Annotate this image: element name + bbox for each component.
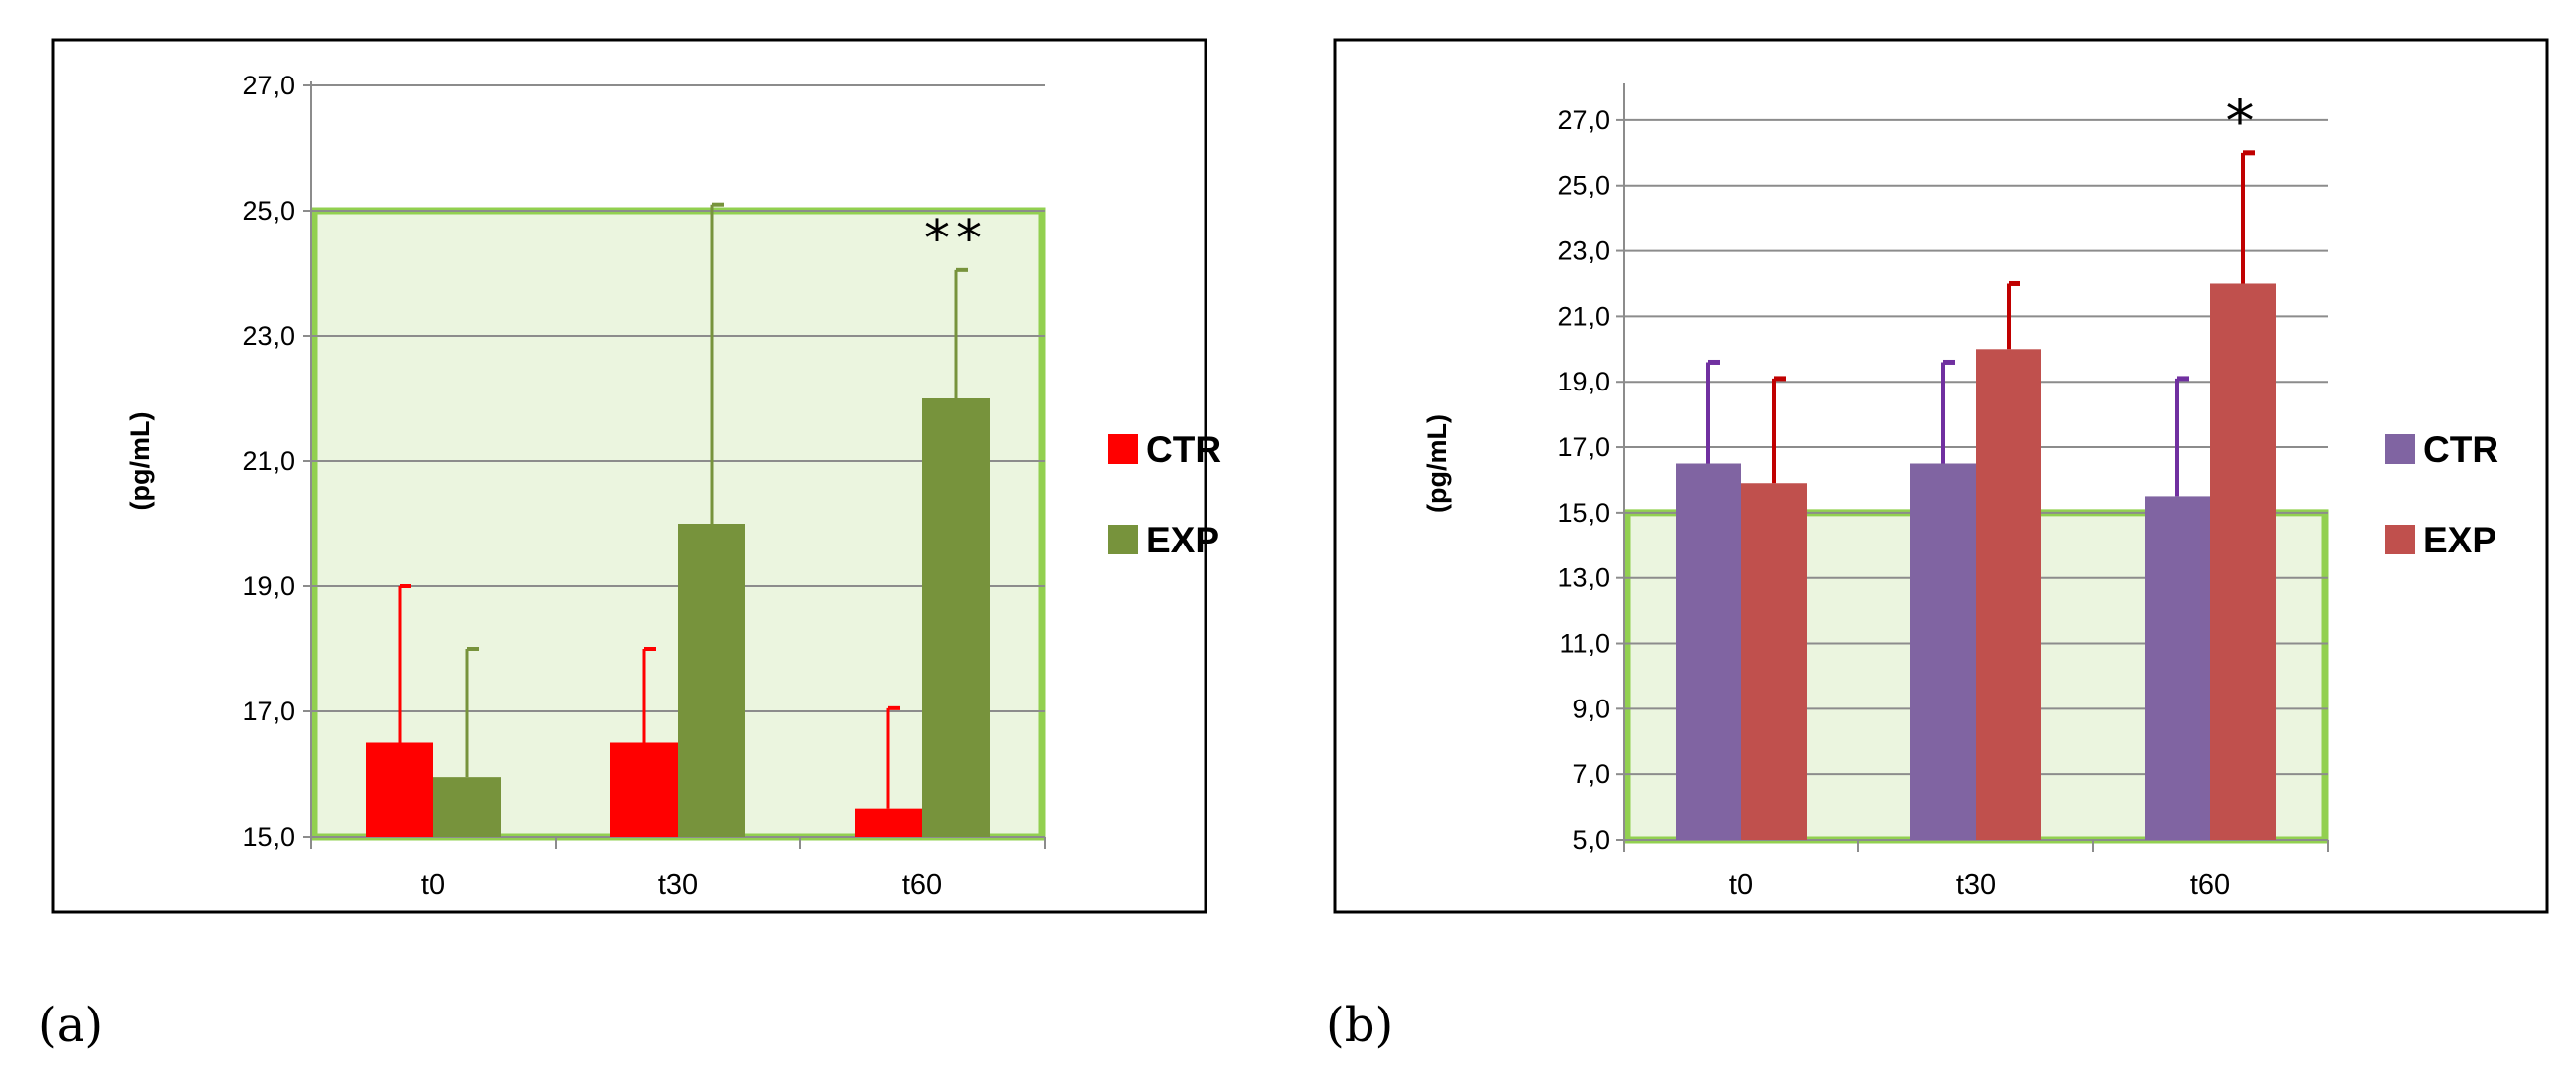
bar-ctr-t30 (1910, 463, 1976, 840)
y-tick-label: 21,0 (1557, 301, 1610, 331)
chart-b: 5,0 7,0 9,0 11,0 13,0 15,0 17,0 19,0 21,0 23,0 25,… (1326, 38, 2549, 1053)
y-tick-label: 25,0 (242, 196, 295, 226)
y-tick-label: 15,0 (242, 822, 295, 852)
bar-ctr-t30 (610, 742, 678, 837)
y-tick-label: 15,0 (1557, 498, 1610, 528)
panel-label: (a) (38, 998, 103, 1053)
x-tick-label: t30 (1956, 869, 1996, 901)
y-tick-label: 7,0 (1572, 759, 1610, 789)
y-tick-label: 19,0 (1557, 367, 1610, 396)
y-tick-label: 23,0 (242, 321, 295, 351)
y-tick-label: 23,0 (1557, 236, 1610, 266)
legend-swatch-ctr (1108, 434, 1138, 464)
x-tick-label: t0 (1729, 869, 1753, 901)
y-axis-label: (pg/mL) (1422, 414, 1452, 513)
bar-exp-t60 (2210, 283, 2276, 840)
y-tick-label: 11,0 (1559, 629, 1610, 659)
legend-label-ctr: CTR (1146, 429, 1221, 470)
y-tick-label: 19,0 (242, 571, 295, 601)
bar-exp-t30 (1976, 349, 2041, 840)
significance-marker: * (2226, 87, 2261, 155)
bar-ctr-t60 (2145, 496, 2210, 840)
x-tick-label: t0 (421, 869, 445, 901)
panel-label: (b) (1326, 998, 1393, 1053)
legend-swatch-exp (2385, 525, 2415, 554)
y-tick-label: 25,0 (1557, 171, 1610, 201)
bar-ctr-t0 (366, 742, 433, 837)
chart-a: 15,0 17,0 19,0 21,0 23,0 25,0 27,0 t0 t30 t60 ** (p… (38, 38, 1221, 1053)
y-tick-label: 9,0 (1572, 694, 1610, 723)
x-tick-label: t30 (658, 869, 698, 901)
bar-exp-t30 (678, 524, 745, 837)
y-tick-label: 17,0 (1557, 432, 1610, 462)
y-tick-label: 13,0 (1557, 563, 1610, 593)
legend-swatch-exp (1108, 525, 1138, 554)
x-tick-label: t60 (2190, 869, 2230, 901)
y-axis-label: (pg/mL) (125, 412, 155, 511)
bar-ctr-t60 (855, 808, 922, 837)
legend-label-ctr: CTR (2423, 429, 2498, 470)
y-tick-label: 21,0 (242, 446, 295, 476)
legend-swatch-ctr (2385, 434, 2415, 464)
y-tick-label: 27,0 (1557, 105, 1610, 135)
bar-ctr-t0 (1676, 463, 1741, 840)
bar-exp-t60 (922, 398, 990, 837)
bar-exp-t0 (433, 777, 501, 837)
bar-exp-t0 (1741, 483, 1807, 840)
y-tick-label: 27,0 (242, 71, 295, 100)
legend-label-exp: EXP (1146, 520, 1219, 560)
significance-marker: ** (924, 210, 988, 269)
y-tick-label: 5,0 (1572, 825, 1610, 855)
legend-label-exp: EXP (2423, 520, 2496, 560)
y-tick-label: 17,0 (242, 697, 295, 726)
x-tick-label: t60 (902, 869, 942, 901)
